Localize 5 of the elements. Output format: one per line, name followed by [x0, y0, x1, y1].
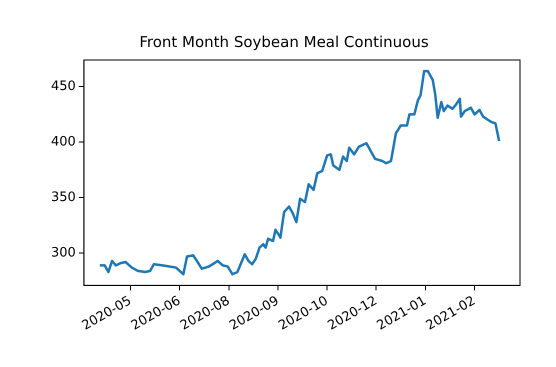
- chart-title: Front Month Soybean Meal Continuous: [139, 32, 429, 51]
- y-tick-label: 400: [50, 134, 76, 150]
- y-tick-label: 450: [50, 79, 76, 94]
- y-tick-label: 350: [50, 190, 76, 206]
- y-tick-label: 300: [50, 246, 76, 261]
